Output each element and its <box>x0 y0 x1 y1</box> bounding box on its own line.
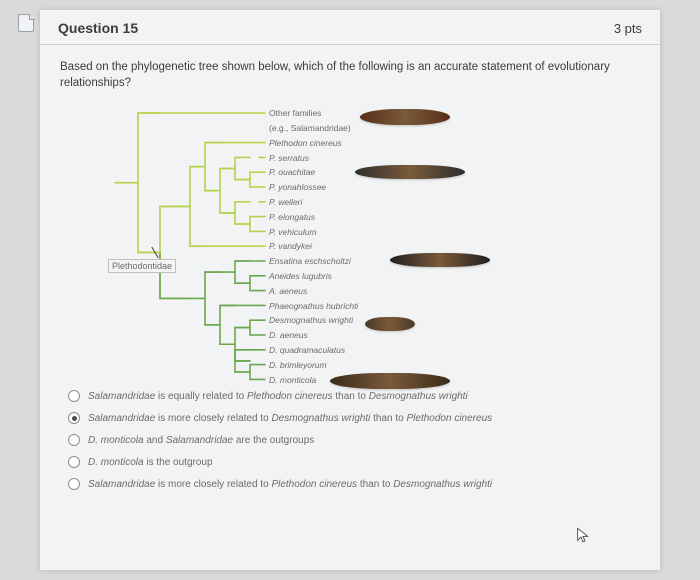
question-points: 3 pts <box>614 21 642 36</box>
taxon-label: P. vandykei <box>269 241 312 251</box>
taxon-label: Ensatina eschscholtzi <box>269 256 351 266</box>
radio-button[interactable] <box>68 412 80 424</box>
option-label: Salamandridae is more closely related to… <box>88 479 492 490</box>
taxon-label: Other families <box>269 108 321 118</box>
phylogenetic-tree: Plethodontidae Other families (e.g., Sala… <box>60 95 640 385</box>
taxon-label: Aneides lugubris <box>269 271 332 281</box>
answer-option[interactable]: Salamandridae is more closely related to… <box>66 407 634 429</box>
question-body: Based on the phylogenetic tree shown bel… <box>40 45 660 501</box>
salamander-illustration <box>360 109 450 125</box>
salamander-illustration <box>330 373 450 389</box>
radio-button[interactable] <box>68 478 80 490</box>
taxon-label: P. vehiculum <box>269 227 317 237</box>
radio-button[interactable] <box>68 434 80 446</box>
salamander-illustration <box>365 317 415 331</box>
taxon-label: P. welleri <box>269 197 302 207</box>
option-label: D. monticola is the outgroup <box>88 457 213 468</box>
answer-option[interactable]: Salamandridae is more closely related to… <box>66 473 634 495</box>
cursor-icon <box>576 527 590 548</box>
taxon-label: Desmognathus wrighti <box>269 315 353 325</box>
taxon-label: P. yonahlossee <box>269 182 326 192</box>
question-header: Question 15 3 pts <box>40 10 660 45</box>
answer-options: Salamandridae is equally related to Plet… <box>60 385 640 495</box>
taxon-label: P. ouachitae <box>269 167 315 177</box>
tree-lines <box>60 95 640 385</box>
answer-option[interactable]: Salamandridae is equally related to Plet… <box>66 385 634 407</box>
option-label: Salamandridae is more closely related to… <box>88 413 492 424</box>
taxon-label: D. aeneus <box>269 330 308 340</box>
taxon-label: D. quadramaculatus <box>269 345 345 355</box>
option-label: D. monticola and Salamandridae are the o… <box>88 435 314 446</box>
taxon-label: D. brimleyorum <box>269 360 327 370</box>
radio-button[interactable] <box>68 390 80 402</box>
page-bookmark-icon <box>18 14 34 32</box>
salamander-illustration <box>355 165 465 179</box>
question-card: Question 15 3 pts Based on the phylogene… <box>40 10 660 570</box>
question-prompt: Based on the phylogenetic tree shown bel… <box>60 59 640 91</box>
question-title: Question 15 <box>58 20 138 36</box>
radio-button[interactable] <box>68 456 80 468</box>
taxon-label: Phaeognathus hubrichti <box>269 301 358 311</box>
taxon-label: A. aeneus <box>269 286 307 296</box>
taxon-label: P. serratus <box>269 153 309 163</box>
salamander-illustration <box>390 253 490 267</box>
taxon-label: D. monticola <box>269 375 316 385</box>
taxon-label: Plethodon cinereus <box>269 138 342 148</box>
taxon-label: (e.g., Salamandridae) <box>269 123 351 133</box>
taxon-label: P. elongatus <box>269 212 315 222</box>
option-label: Salamandridae is equally related to Plet… <box>88 391 468 402</box>
answer-option[interactable]: D. monticola is the outgroup <box>66 451 634 473</box>
answer-option[interactable]: D. monticola and Salamandridae are the o… <box>66 429 634 451</box>
family-label: Plethodontidae <box>108 259 176 273</box>
